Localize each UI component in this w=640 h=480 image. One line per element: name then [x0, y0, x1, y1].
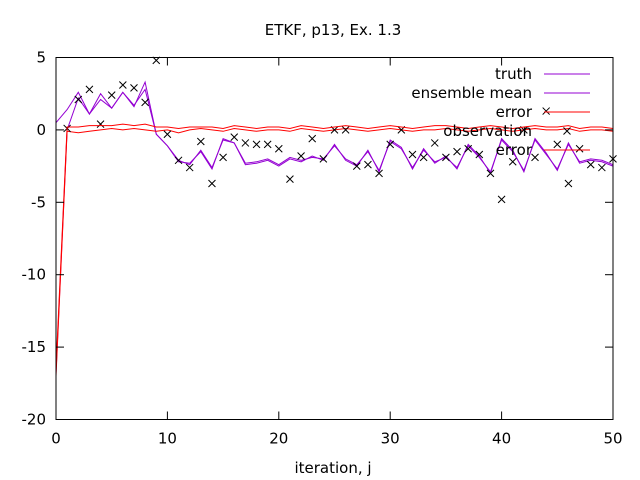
series-2 — [55, 127, 614, 377]
x-tick-label: 20 — [269, 430, 288, 448]
observation-point — [118, 81, 127, 89]
observation-point — [297, 152, 305, 160]
plot-frame — [55, 57, 614, 420]
observation-point — [508, 157, 517, 166]
observation-point — [364, 160, 372, 169]
observation-point — [286, 175, 294, 183]
observation-point — [442, 153, 450, 162]
observation-point — [152, 56, 161, 65]
observation-point — [375, 169, 383, 178]
observation-point — [575, 144, 584, 153]
observation-point — [453, 147, 461, 156]
observation-point — [553, 140, 562, 149]
observation-point — [252, 140, 261, 149]
legend-label: error — [496, 141, 533, 159]
observation-point — [185, 163, 194, 172]
observation-point — [96, 120, 105, 128]
series-3 — [63, 56, 617, 204]
observation-point — [141, 98, 149, 107]
x-axis-label: iteration, j — [294, 459, 371, 477]
y-tick-label: -10 — [22, 266, 47, 284]
y-tick-label: -20 — [22, 411, 47, 429]
observation-point — [230, 133, 239, 141]
observation-point — [419, 153, 428, 162]
observation-point — [586, 160, 595, 169]
observation-point — [130, 84, 138, 92]
observation-point — [475, 150, 484, 159]
legend-label: error — [496, 103, 533, 121]
x-tick-label: 40 — [492, 430, 511, 448]
observation-point — [430, 139, 439, 147]
legend-label: observation — [443, 122, 532, 140]
x-tick-label: 10 — [158, 430, 177, 448]
observation-point — [486, 169, 495, 178]
observation-point — [341, 126, 350, 134]
legend-marker — [563, 127, 571, 135]
observation-point — [352, 162, 361, 170]
legend-label: truth — [495, 65, 532, 83]
observation-point — [319, 155, 328, 163]
observation-point — [386, 140, 395, 149]
x-tick-label: 50 — [603, 430, 622, 448]
series-line — [55, 88, 614, 374]
y-tick-label: -5 — [31, 193, 46, 211]
observation-point — [74, 95, 83, 104]
observation-point — [263, 140, 272, 149]
y-tick-label: 0 — [36, 121, 46, 139]
x-tick-label: 0 — [51, 430, 61, 448]
legend-label: ensemble mean — [411, 84, 532, 102]
series-line — [55, 127, 614, 377]
chart-title: ETKF, p13, Ex. 1.3 — [265, 21, 402, 39]
observation-point — [219, 153, 227, 162]
observation-point — [274, 144, 283, 153]
observation-point — [497, 195, 506, 204]
observation-point — [174, 156, 183, 165]
observation-point — [408, 150, 417, 159]
observation-point — [464, 144, 473, 153]
observation-point — [163, 130, 172, 139]
observation-point — [85, 85, 94, 94]
y-tick-label: 5 — [36, 49, 46, 67]
observation-point — [308, 134, 317, 143]
observation-point — [241, 139, 250, 147]
y-tick-label: -15 — [22, 338, 47, 356]
observation-point — [107, 91, 116, 100]
observation-point — [542, 107, 551, 115]
x-tick-label: 30 — [381, 430, 400, 448]
series-4 — [55, 123, 614, 368]
observation-point — [208, 179, 216, 188]
observation-point — [531, 153, 539, 162]
series-line — [55, 123, 614, 368]
series-layer — [55, 56, 617, 377]
series-1 — [55, 88, 614, 374]
observation-point — [598, 163, 606, 172]
observation-point — [564, 179, 573, 188]
observation-point — [196, 137, 205, 146]
